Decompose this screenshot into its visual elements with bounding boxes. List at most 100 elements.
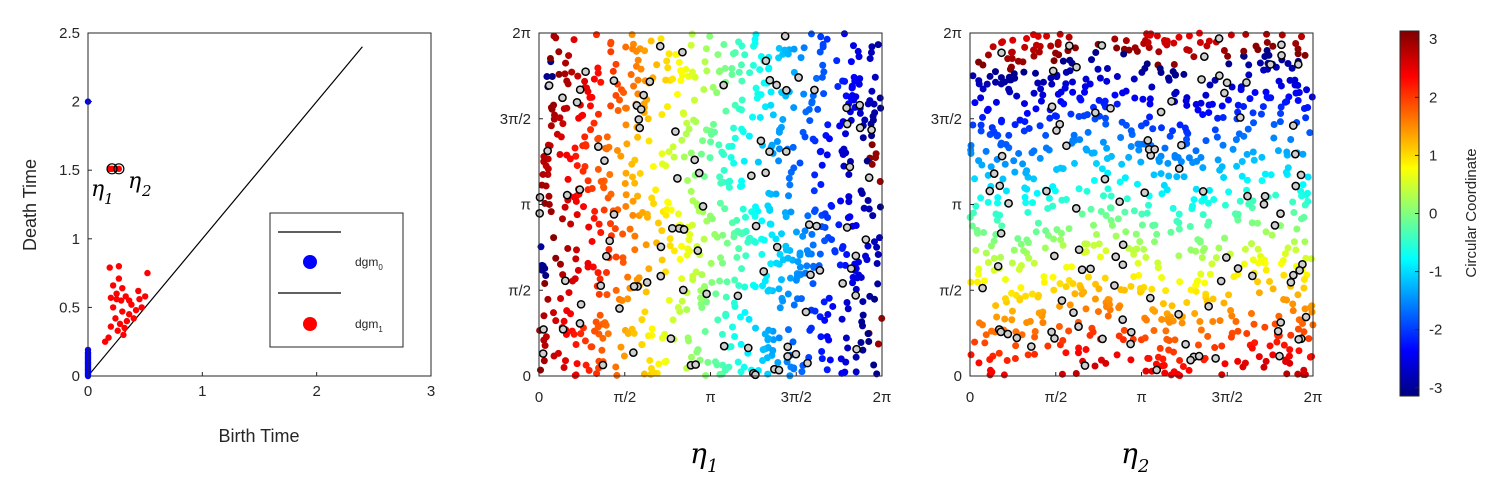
scatter-point (647, 37, 655, 45)
scatter-point (1068, 263, 1076, 271)
scatter-point (581, 133, 589, 141)
pd-ytick-label: 0.5 (59, 299, 80, 316)
scatter-point (836, 261, 844, 269)
scatter-point (568, 68, 576, 76)
scatter-point (1194, 277, 1202, 285)
dgm1-point (125, 311, 133, 318)
landmark-point (598, 360, 608, 370)
landmark-point (846, 264, 856, 273)
scatter-point (655, 360, 663, 368)
scatter-point (979, 85, 987, 93)
scatter-point (981, 339, 989, 347)
scatter-point (676, 255, 684, 263)
scatter-point (1083, 240, 1091, 248)
scatter-point (642, 288, 650, 296)
landmark-point (1235, 113, 1245, 122)
landmark-point (719, 80, 728, 90)
scatter-point (611, 225, 619, 233)
scatter-point (596, 275, 604, 283)
scatter-point (629, 211, 637, 219)
scatter-point (818, 347, 826, 355)
scatter-point (738, 42, 746, 50)
scatter-point (1164, 74, 1172, 82)
scatter-point (1248, 344, 1256, 352)
scatter-point (1256, 59, 1264, 67)
landmark-point (801, 307, 811, 317)
dgm1-point (123, 317, 131, 325)
scatter-point (784, 50, 792, 58)
scatter-point (680, 153, 688, 161)
dgm1-point (138, 304, 145, 311)
scatter-point (804, 212, 812, 220)
scatter-point (825, 294, 833, 302)
scatter-point (1046, 114, 1054, 122)
scatter-point (546, 55, 554, 63)
scatter-point (728, 142, 736, 150)
scatter-point (624, 295, 632, 303)
scatter-point (823, 151, 831, 159)
scatter-point (786, 181, 794, 189)
scatter-point (816, 48, 824, 56)
ytick-label: 0 (954, 368, 962, 385)
scatter-point (978, 161, 986, 169)
landmark-point (781, 147, 791, 156)
scatter-point (722, 310, 730, 318)
scatter-point (1263, 30, 1271, 38)
scatter-point (541, 342, 549, 350)
scatter-point (1059, 337, 1067, 345)
landmark-point (1052, 126, 1061, 135)
dgm1-point (116, 320, 124, 328)
scatter-point (702, 45, 710, 53)
scatter-point (1058, 196, 1066, 204)
scatter-point (678, 275, 686, 283)
scatter-point (716, 277, 724, 285)
scatter-point (731, 302, 739, 310)
scatter-point (987, 242, 995, 250)
scatter-point (1023, 236, 1031, 244)
scatter-point (698, 271, 706, 279)
scatter-point (540, 158, 548, 166)
scatter-point (1233, 162, 1241, 170)
scatter-point (594, 323, 602, 331)
scatter-point (690, 96, 698, 104)
scatter-point (648, 325, 656, 333)
scatter-point (733, 216, 741, 224)
scatter-point (622, 121, 630, 129)
landmark-point (1294, 334, 1304, 344)
svg-text:η: η (690, 437, 707, 470)
scatter-point (1017, 240, 1025, 248)
scatter-point (556, 260, 564, 268)
scatter-point (1240, 132, 1248, 140)
scatter-point (1249, 256, 1257, 264)
scatter-point (1227, 31, 1235, 39)
scatter-point (1303, 189, 1311, 197)
scatter-point (769, 111, 777, 119)
scatter-point (560, 317, 568, 325)
scatter-point (874, 250, 882, 258)
scatter-point (753, 94, 761, 102)
landmark-point (867, 125, 876, 135)
scatter-point (1190, 196, 1198, 204)
landmark-point (861, 235, 871, 244)
dgm1-point (109, 282, 117, 289)
scatter-point (807, 30, 815, 38)
scatter-point (545, 192, 553, 200)
scatter-point (836, 122, 844, 130)
scatter-point (1159, 355, 1167, 363)
scatter-point (758, 217, 766, 225)
scatter-point (550, 234, 558, 242)
scatter-point (1016, 296, 1024, 304)
scatter-point (1017, 284, 1025, 292)
scatter-point (824, 121, 832, 129)
scatter-point (564, 244, 572, 252)
landmark-point (995, 181, 1005, 191)
scatter-point (1001, 160, 1009, 168)
scatter-point (1102, 359, 1110, 367)
landmark-point (535, 209, 545, 218)
scatter-point (1234, 216, 1242, 224)
scatter-point (1206, 186, 1214, 194)
scatter-point (708, 215, 716, 223)
landmark-point (842, 103, 851, 113)
landmark-point (1012, 333, 1022, 343)
colorbar-tick-label: -3 (1429, 380, 1442, 397)
